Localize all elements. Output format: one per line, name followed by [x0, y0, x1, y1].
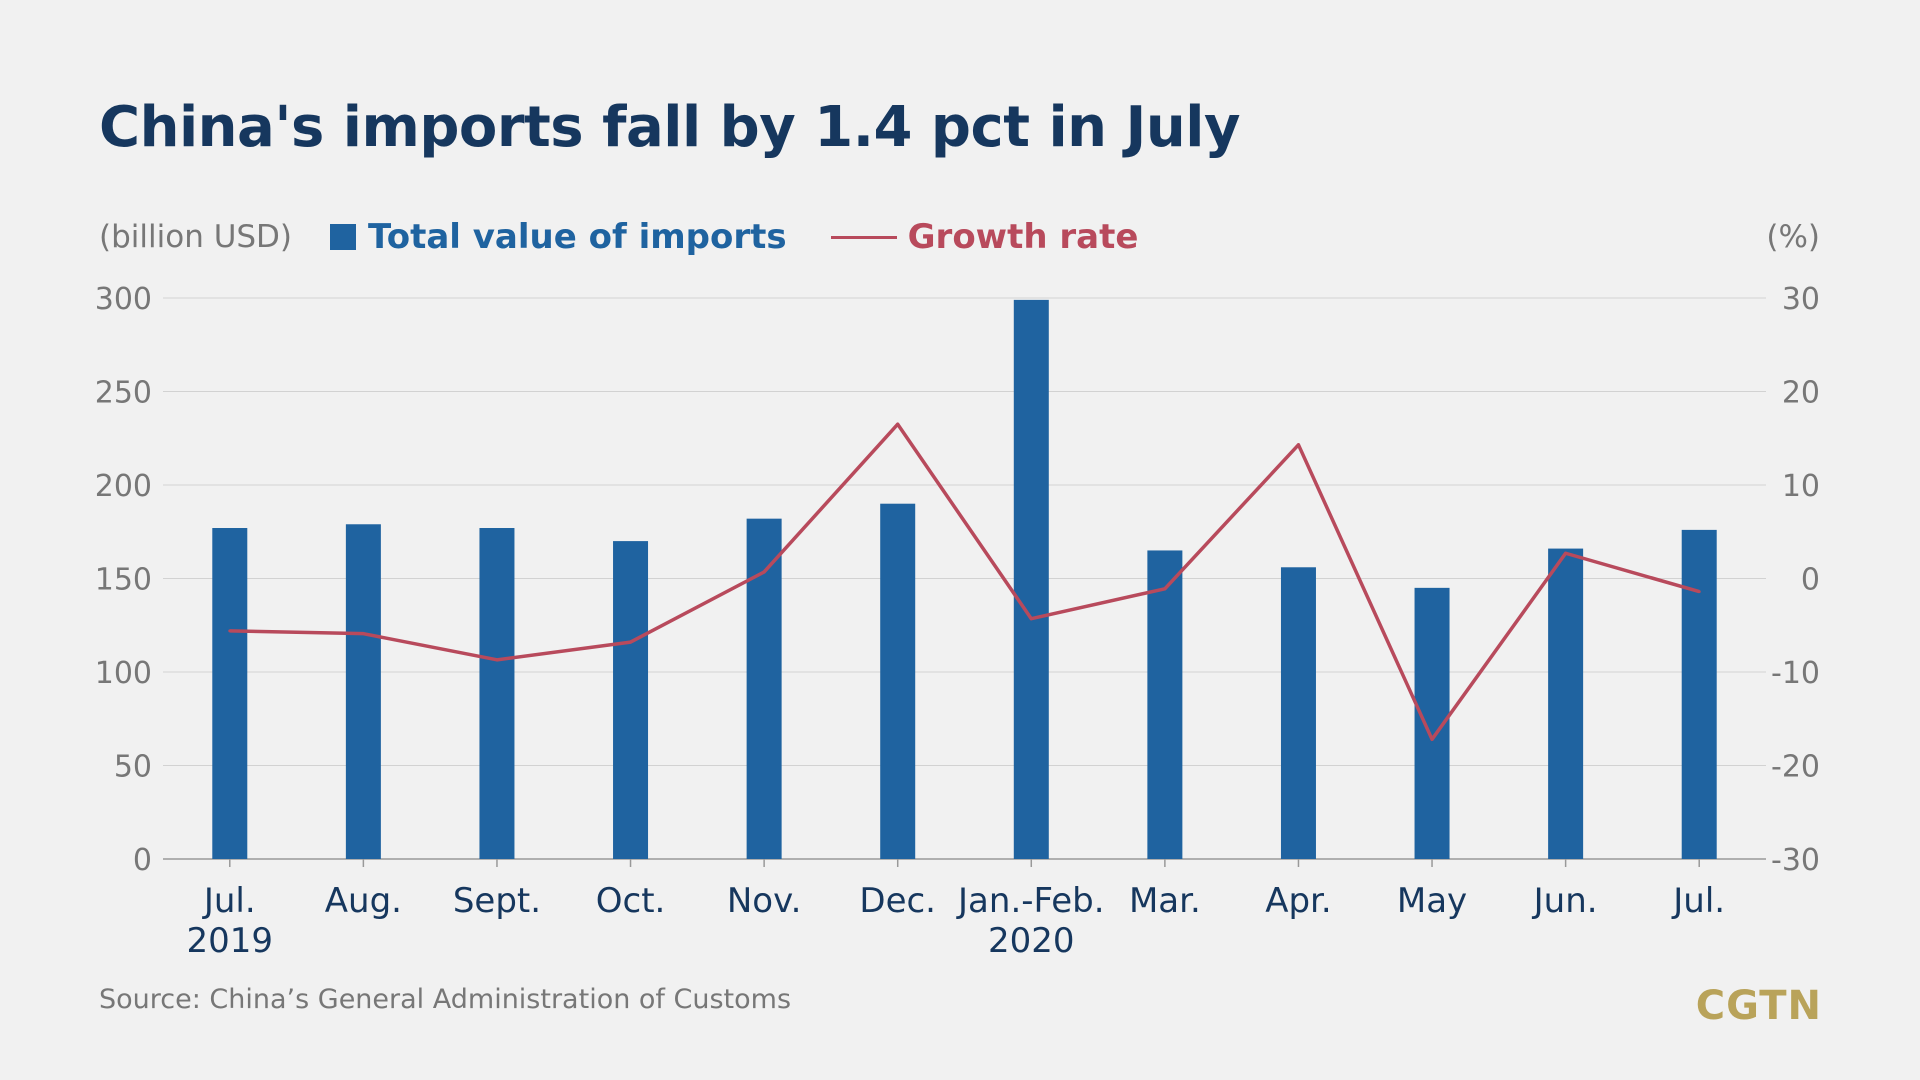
- growth-rate-point: [495, 658, 499, 662]
- import-bar: [1147, 550, 1183, 859]
- import-bar: [345, 524, 381, 859]
- growth-rate-point: [1163, 587, 1167, 591]
- left-tick-label: 300: [95, 282, 152, 317]
- x-tick-label: Jun.: [1532, 881, 1598, 921]
- grid-lines: [163, 297, 1766, 860]
- import-bar: [880, 503, 916, 859]
- right-tick-label: 0: [1801, 563, 1820, 598]
- growth-rate-point: [361, 632, 365, 636]
- growth-rate-point: [1564, 551, 1568, 555]
- x-axis-labels: Jul. 2019 Aug. Sept. Oct. Nov. Dec. Jan.-Feb. 20…: [187, 859, 1725, 961]
- legend: (billion USD) Total value of imports Gro…: [99, 212, 1138, 262]
- import-bar: [746, 518, 782, 859]
- x-tick-label: Nov.: [727, 881, 802, 921]
- left-tick-label: 200: [95, 469, 152, 504]
- left-tick-label: 50: [114, 750, 152, 785]
- growth-rate-point: [1029, 617, 1033, 621]
- import-bar: [1681, 529, 1717, 859]
- right-axis-ticks: -30 -20 -10 0 10 20 30: [1771, 282, 1820, 878]
- right-tick-label: -30: [1771, 843, 1820, 878]
- right-axis-unit: (%): [1766, 219, 1820, 255]
- bars: [212, 299, 1717, 859]
- x-tick-label: Jul. 2019: [187, 881, 274, 961]
- growth-rate-point: [1296, 443, 1300, 447]
- left-tick-label: 250: [95, 376, 152, 411]
- right-tick-label: 10: [1782, 469, 1820, 504]
- bar-legend-swatch: [330, 224, 357, 250]
- source-note: Source: China’s General Administration o…: [99, 984, 792, 1015]
- x-tick-label: May: [1397, 881, 1467, 921]
- left-tick-label: 150: [95, 563, 152, 598]
- growth-rate-point: [1697, 590, 1701, 594]
- x-tick-label: Mar.: [1129, 881, 1201, 921]
- import-bar: [1013, 299, 1049, 859]
- left-tick-label: 100: [95, 656, 152, 691]
- growth-rate-point: [629, 640, 633, 644]
- x-tick-label: Jan.-Feb. 2020: [956, 881, 1105, 961]
- line-legend-swatch: [830, 235, 897, 239]
- left-axis-ticks: 0 50 100 150 200 250 300: [95, 282, 152, 878]
- growth-line: [228, 422, 1701, 742]
- left-tick-label: 0: [133, 843, 152, 878]
- growth-rate-point: [896, 422, 900, 426]
- growth-rate-point: [228, 629, 232, 633]
- x-tick-label: Aug.: [325, 881, 402, 921]
- bar-legend-label: Total value of imports: [368, 217, 787, 257]
- import-bar: [1548, 548, 1584, 859]
- chart-title: China's imports fall by 1.4 pct in July: [99, 95, 1240, 160]
- right-tick-label: -10: [1771, 656, 1820, 691]
- import-bar: [613, 541, 649, 859]
- growth-rate-point: [1430, 737, 1434, 741]
- cgtn-logo: CGTN: [1695, 983, 1822, 1029]
- right-tick-label: 30: [1782, 282, 1820, 317]
- left-axis-unit: (billion USD): [99, 219, 293, 255]
- import-bar: [479, 528, 515, 859]
- line-legend-label: Growth rate: [907, 217, 1139, 257]
- right-tick-label: -20: [1771, 750, 1820, 785]
- growth-rate-line: [229, 422, 1700, 742]
- import-bar: [212, 528, 248, 859]
- x-tick-label: Sept.: [453, 881, 541, 921]
- x-tick-label: Jul.: [1671, 881, 1725, 921]
- right-tick-label: 20: [1782, 376, 1820, 411]
- x-tick-label: Oct.: [596, 881, 666, 921]
- import-bar: [1280, 567, 1316, 859]
- x-tick-label: Apr.: [1265, 881, 1332, 921]
- x-tick-label: Dec.: [859, 881, 936, 921]
- growth-rate-point: [762, 570, 766, 574]
